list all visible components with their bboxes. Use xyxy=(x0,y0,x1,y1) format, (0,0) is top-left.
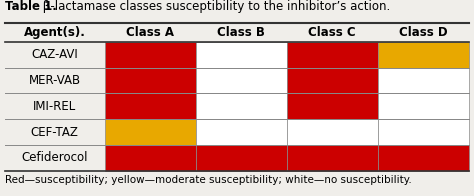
Text: Red—susceptibility; yellow—moderate susceptibility; white—no susceptibility.: Red—susceptibility; yellow—moderate susc… xyxy=(5,175,411,185)
Bar xyxy=(105,68,196,93)
Bar xyxy=(378,68,469,93)
Bar xyxy=(5,119,105,145)
Bar xyxy=(378,145,469,171)
Bar xyxy=(5,68,105,93)
Bar xyxy=(196,93,287,119)
Bar xyxy=(105,119,196,145)
Bar xyxy=(105,42,196,68)
Bar xyxy=(105,93,196,119)
Text: Table 1.: Table 1. xyxy=(5,0,56,13)
Bar xyxy=(287,93,378,119)
Bar xyxy=(287,68,378,93)
Text: MER-VAB: MER-VAB xyxy=(28,74,81,87)
Bar xyxy=(287,145,378,171)
Bar xyxy=(105,145,196,171)
Bar xyxy=(378,42,469,68)
Bar xyxy=(196,42,287,68)
Bar xyxy=(5,145,105,171)
Bar xyxy=(5,42,105,68)
Text: Class D: Class D xyxy=(399,26,447,39)
Text: Class C: Class C xyxy=(309,26,356,39)
Text: IMI-REL: IMI-REL xyxy=(33,100,76,113)
Bar xyxy=(196,145,287,171)
Text: β-lactamase classes susceptibility to the inhibitor’s action.: β-lactamase classes susceptibility to th… xyxy=(39,0,390,13)
Bar xyxy=(378,119,469,145)
Text: Agent(s).: Agent(s). xyxy=(24,26,86,39)
Text: CAZ-AVI: CAZ-AVI xyxy=(31,48,78,62)
Text: Class B: Class B xyxy=(217,26,265,39)
Bar xyxy=(5,93,105,119)
Bar xyxy=(378,93,469,119)
Bar xyxy=(287,119,378,145)
Bar xyxy=(287,42,378,68)
Text: Class A: Class A xyxy=(126,26,174,39)
Text: Cefiderocol: Cefiderocol xyxy=(21,151,88,164)
Bar xyxy=(196,119,287,145)
Text: CEF-TAZ: CEF-TAZ xyxy=(31,125,79,139)
Bar xyxy=(196,68,287,93)
